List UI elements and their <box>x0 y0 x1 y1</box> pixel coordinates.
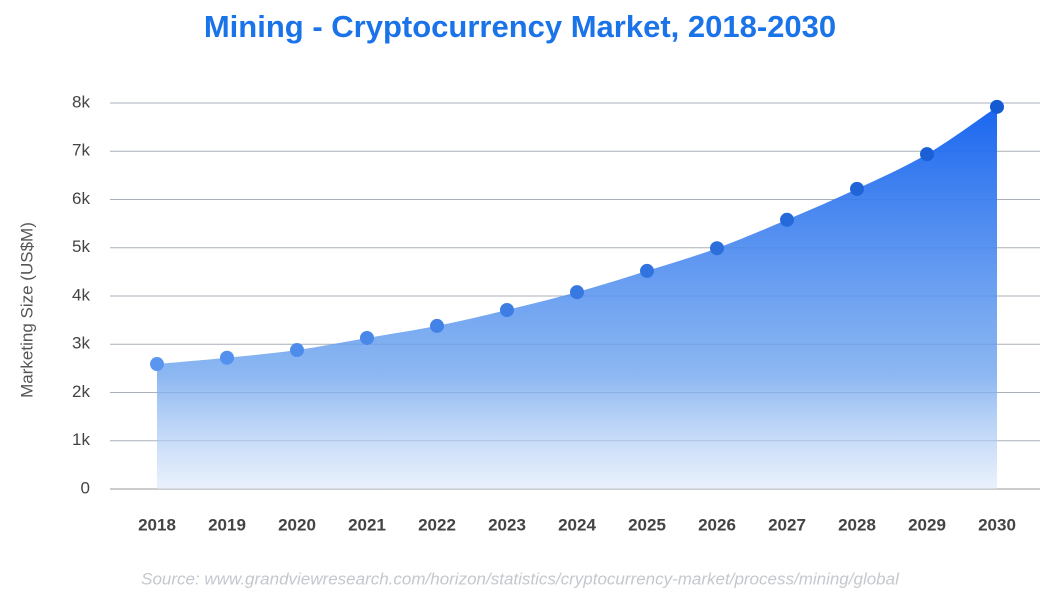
y-tick-label: 4k <box>72 285 90 304</box>
x-tick-label: 2020 <box>278 515 316 534</box>
data-point <box>710 241 724 256</box>
x-tick-label: 2028 <box>838 515 876 534</box>
x-tick-label: 2026 <box>698 515 736 534</box>
data-point <box>290 343 304 358</box>
data-point <box>920 147 934 162</box>
y-axis-label: Marketing Size (US$M) <box>17 222 36 398</box>
y-tick-label: 2k <box>72 382 90 401</box>
data-point <box>640 263 654 278</box>
y-tick-label: 7k <box>72 141 90 160</box>
y-tick-label: 0 <box>81 478 90 497</box>
data-point <box>150 357 164 372</box>
y-tick-label: 3k <box>72 334 90 353</box>
x-tick-label: 2021 <box>348 515 386 534</box>
x-tick-label: 2022 <box>418 515 456 534</box>
data-point <box>990 99 1004 114</box>
data-point <box>500 302 514 317</box>
data-point <box>570 285 584 300</box>
x-tick-label: 2024 <box>558 515 596 534</box>
data-point <box>850 181 864 196</box>
source: Source: www.grandviewresearch.com/horizo… <box>141 569 900 588</box>
x-tick-label: 2030 <box>978 515 1016 534</box>
x-tick-label: 2025 <box>628 515 666 534</box>
data-point <box>430 318 444 333</box>
x-tick-label: 2029 <box>908 515 946 534</box>
x-tick-label: 2019 <box>208 515 246 534</box>
x-tick-label: 2023 <box>488 515 526 534</box>
data-point <box>360 330 374 345</box>
data-point <box>780 212 794 227</box>
y-tick-label: 6k <box>72 189 90 208</box>
chart-title: Mining - Cryptocurrency Market, 2018-203… <box>204 9 836 44</box>
x-tick-label: 2018 <box>138 515 176 534</box>
data-point <box>220 350 234 365</box>
x-tick-label: 2027 <box>768 515 806 534</box>
y-tick-label: 1k <box>72 430 90 449</box>
y-tick-label: 8k <box>72 92 90 111</box>
y-tick-label: 5k <box>72 237 90 256</box>
